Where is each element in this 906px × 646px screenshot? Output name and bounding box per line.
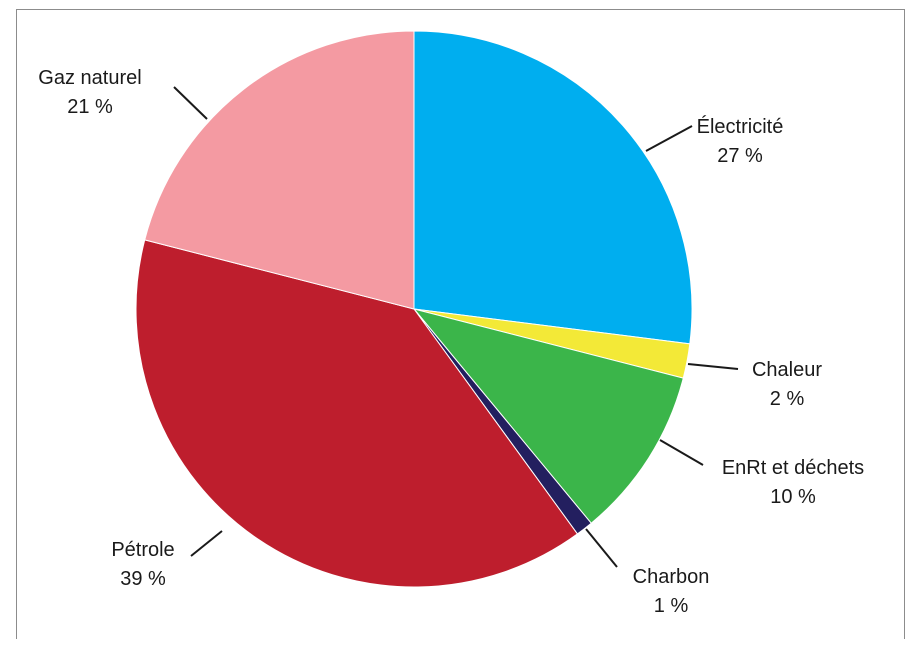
slice-value-chaleur: 2 % bbox=[770, 388, 805, 410]
slice-value-enrt-et-dechets: 10 % bbox=[770, 486, 816, 508]
slice-value-petrole: 39 % bbox=[120, 568, 166, 590]
leader-line-petrole bbox=[190, 530, 223, 557]
leader-line-gaz-naturel bbox=[173, 86, 208, 120]
pie-slices bbox=[135, 30, 693, 588]
slice-label-petrole: Pétrole bbox=[111, 539, 174, 561]
leader-lines bbox=[173, 86, 739, 568]
slice-label-electricite: Électricité bbox=[697, 115, 784, 138]
leader-line-electricite bbox=[645, 125, 693, 152]
slice-label-gaz-naturel: Gaz naturel bbox=[38, 67, 141, 89]
pie-slice-petrole bbox=[135, 239, 579, 588]
chart-frame bbox=[16, 9, 905, 639]
pie-slice-gaz-naturel bbox=[144, 30, 415, 310]
slice-value-gaz-naturel: 21 % bbox=[67, 96, 113, 118]
slice-labels: Électricité 27 % Chaleur 2 % EnRt et déchets… bbox=[38, 67, 864, 617]
pie-slice-electricite bbox=[413, 30, 693, 345]
pie-slice-enrt-et-dechets bbox=[412, 308, 684, 524]
slice-value-charbon: 1 % bbox=[654, 595, 689, 617]
slice-label-charbon: Charbon bbox=[633, 566, 710, 588]
leader-line-charbon bbox=[585, 528, 618, 568]
leader-line-enrt-et-dechets bbox=[659, 439, 704, 466]
slice-label-enrt-et-dechets: EnRt et déchets bbox=[722, 457, 864, 479]
slice-label-chaleur: Chaleur bbox=[752, 359, 822, 381]
leader-line-chaleur bbox=[687, 363, 739, 370]
slice-value-electricite: 27 % bbox=[717, 145, 763, 167]
